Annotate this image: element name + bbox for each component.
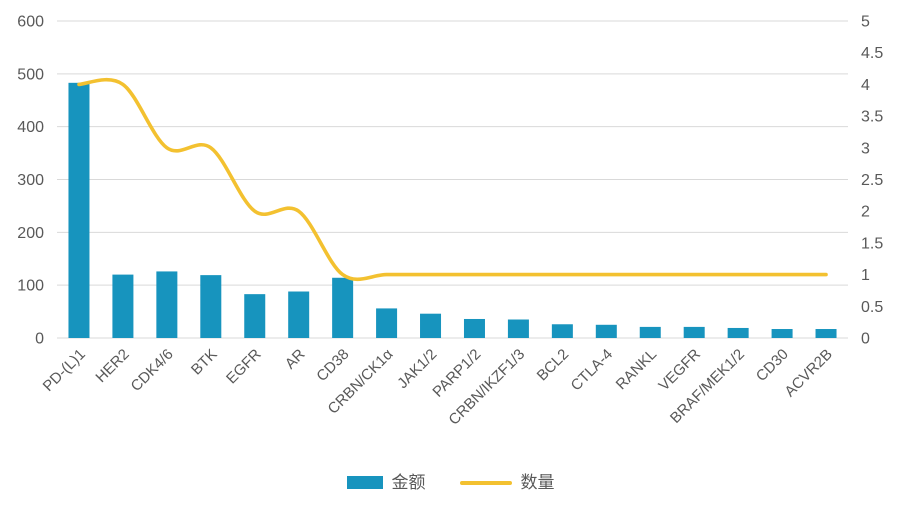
- right-axis-tick: 3.5: [861, 109, 883, 126]
- left-axis-tick: 300: [17, 172, 44, 189]
- right-axis-tick: 2.5: [861, 172, 883, 189]
- bar-series: [68, 82, 837, 338]
- category-label: CTLA-4: [568, 346, 617, 395]
- category-label: HER2: [92, 346, 132, 386]
- category-label: AR: [282, 346, 309, 373]
- bar: [376, 308, 398, 338]
- bar: [420, 313, 442, 338]
- bar: [639, 326, 661, 338]
- legend-bar-swatch: [346, 476, 383, 489]
- left-axis-labels: 0 100 200 300 400 500 600: [17, 14, 44, 348]
- bar: [815, 329, 837, 338]
- bar: [727, 327, 749, 338]
- gridlines: [57, 20, 848, 339]
- bar: [332, 277, 354, 338]
- left-axis-tick: 200: [17, 225, 44, 242]
- left-axis-tick: 600: [17, 14, 44, 31]
- category-label: PD-(L)1: [40, 346, 89, 395]
- bar: [551, 324, 573, 338]
- category-label: RANKL: [613, 346, 660, 393]
- category-label: CRBN/IKZF1/3: [445, 346, 528, 429]
- chart-legend: 金额 数量: [0, 474, 901, 491]
- right-axis-tick: 3: [861, 140, 870, 157]
- legend-line-swatch: [459, 480, 512, 485]
- bar: [683, 326, 705, 338]
- left-axis-tick: 100: [17, 278, 44, 295]
- legend-label-count: 数量: [520, 473, 555, 492]
- legend-item-amount: 金额: [346, 473, 426, 492]
- bar: [288, 291, 310, 338]
- right-axis-labels: 0 0.5 1 1.5 2 2.5 3 3.5 4 4.5 5: [861, 14, 883, 348]
- right-axis-tick: 2: [861, 204, 870, 221]
- category-label: BCL2: [534, 346, 573, 385]
- right-axis-tick: 1: [861, 267, 870, 284]
- category-label: CD38: [313, 346, 352, 385]
- right-axis-tick: 4.5: [861, 45, 883, 62]
- legend-item-count: 数量: [459, 473, 555, 492]
- category-label: ACVR2B: [781, 346, 835, 400]
- left-axis-tick: 500: [17, 66, 44, 83]
- bar: [463, 318, 485, 338]
- bar: [156, 271, 178, 338]
- bar: [68, 82, 90, 338]
- left-axis-tick: 400: [17, 119, 44, 136]
- category-label: EGFR: [223, 346, 265, 388]
- legend-label-amount: 金额: [391, 473, 426, 492]
- bar: [771, 329, 793, 338]
- bar: [507, 319, 529, 338]
- line-series: [77, 77, 828, 282]
- bar: [595, 324, 617, 338]
- bar: [112, 274, 134, 338]
- category-label: CDK4/6: [128, 346, 177, 395]
- right-axis-tick: 4: [861, 77, 870, 94]
- bar: [244, 294, 266, 338]
- category-label: CD30: [753, 346, 792, 385]
- bar: [200, 275, 222, 338]
- category-label: BTK: [188, 346, 221, 379]
- right-axis-tick: 5: [861, 14, 870, 31]
- right-axis-tick: 1.5: [861, 235, 883, 252]
- left-axis-tick: 0: [35, 331, 44, 348]
- combo-chart-svg: 0 100 200 300 400 500 600 0 0.5 1 1.5 2 2.5 3 3.5 4 4.5 5…: [17, 14, 883, 429]
- right-axis-tick: 0.5: [861, 299, 883, 316]
- right-axis-tick: 0: [861, 331, 870, 348]
